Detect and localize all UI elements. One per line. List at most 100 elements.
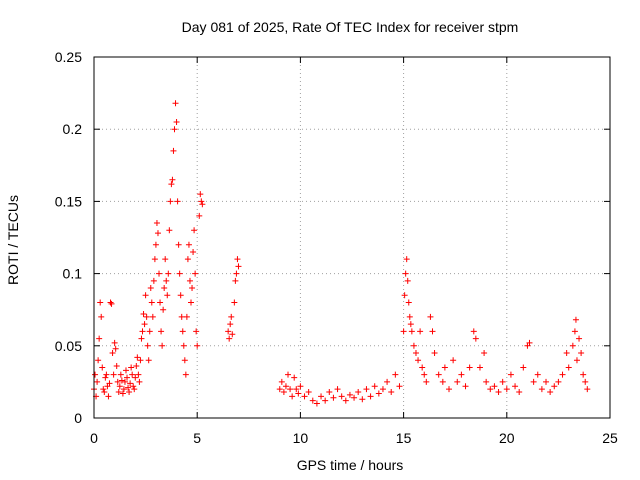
data-point [392,371,399,378]
data-point [439,378,446,385]
data-point [408,328,415,335]
data-point [487,386,494,393]
data-point [153,220,160,227]
data-point [96,335,103,342]
data-point [305,389,312,396]
data-points [91,100,591,407]
data-point [547,389,554,396]
data-point [507,371,514,378]
plot-frame [93,56,611,419]
data-point [134,354,141,361]
data-point [322,397,329,404]
data-point [291,374,298,381]
data-point [92,371,99,378]
x-axis-label: GPS time / hours [297,457,404,473]
data-point [105,393,112,400]
data-point [400,328,407,335]
data-point [235,263,242,270]
x-tick-label: 10 [293,430,309,446]
data-point [371,383,378,390]
data-point [429,328,436,335]
data-point [161,285,168,292]
data-point [177,292,184,299]
x-tick-label: 15 [396,430,412,446]
data-point [446,386,453,393]
data-point [141,321,148,328]
chart-title: Day 081 of 2025, Rate Of TEC Index for r… [182,19,519,35]
data-point [170,147,177,154]
data-point [313,400,320,407]
data-point [168,181,175,188]
data-point [120,386,127,393]
data-point [415,357,422,364]
data-point [563,350,570,357]
data-point [160,306,167,313]
data-point [578,350,585,357]
data-point [128,364,135,371]
data-point [401,292,408,299]
data-point [379,386,386,393]
data-point [534,371,541,378]
data-point [234,256,241,263]
data-point [121,378,128,385]
data-point [289,393,296,400]
data-point [117,371,124,378]
data-point [571,328,578,335]
data-point [111,339,118,346]
data-point [94,378,101,385]
data-point [131,386,138,393]
data-point [412,350,419,357]
data-point [185,241,192,248]
data-point [99,364,106,371]
data-point [309,397,316,404]
data-point [156,270,163,277]
data-point [584,386,591,393]
data-point [114,378,121,385]
data-point [282,383,289,390]
y-tick-label: 0.05 [55,338,82,354]
data-point [133,363,140,370]
data-point [280,389,287,396]
data-point [109,350,116,357]
data-point [458,371,465,378]
data-point [186,277,193,284]
y-tick-label: 0.2 [63,121,83,137]
data-point [516,389,523,396]
data-point [140,311,147,318]
data-point [169,176,176,183]
data-point [136,378,143,385]
data-point [152,241,159,248]
data-point [198,198,205,205]
data-point [179,328,186,335]
data-point [483,378,490,385]
data-point [351,394,358,401]
data-point [106,380,113,387]
data-point [404,277,411,284]
data-point [196,212,203,219]
data-point [171,126,178,133]
data-point [115,389,122,396]
data-point [407,321,414,328]
data-point [125,384,132,391]
data-point [396,383,403,390]
y-tick-label: 0.1 [63,266,83,282]
axis-ticks: 0 5 10 15 20 25 0 0.05 0.1 0.15 0.2 0.25 [55,49,618,446]
data-point [285,371,292,378]
data-point [330,394,337,401]
data-point [189,285,196,292]
data-point [199,201,206,208]
data-point [470,328,477,335]
data-point [146,328,153,335]
data-point [150,277,157,284]
data-point [151,256,158,263]
data-point [334,386,341,393]
data-point [572,316,579,323]
data-point [147,285,154,292]
data-point [143,313,150,320]
data-point [555,378,562,385]
data-point [188,299,195,306]
data-point [229,331,236,338]
data-point [227,321,234,328]
data-point [569,342,576,349]
data-point [126,389,133,396]
